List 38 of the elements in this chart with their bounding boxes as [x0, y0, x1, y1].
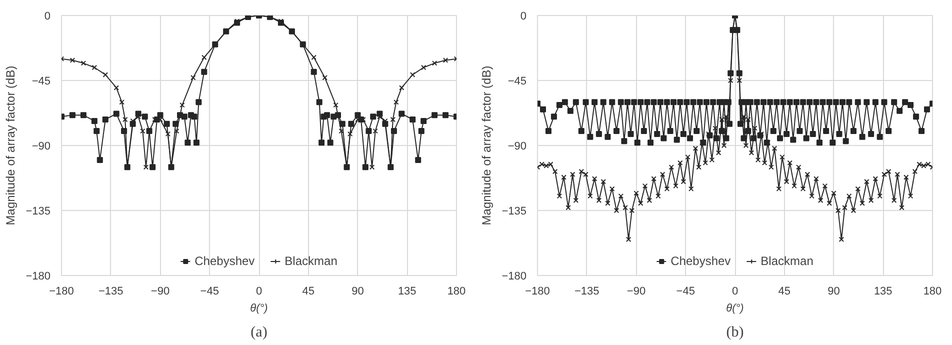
- x-tick-label: 135: [398, 286, 416, 298]
- x-tick-label: −180: [49, 286, 74, 298]
- y-tick-label: 0: [44, 10, 51, 22]
- y-tick-label: −180: [26, 270, 51, 282]
- x-tick-label: 0: [732, 286, 738, 298]
- x-tick-label: −135: [574, 286, 600, 298]
- x-tick-label: 135: [874, 286, 892, 298]
- x-tick-label: −45: [200, 286, 219, 298]
- y-tick-label: −45: [508, 76, 527, 88]
- y-tick-label: −135: [502, 206, 527, 218]
- x-tick-label: 90: [352, 286, 364, 298]
- legend-label: Blackman: [284, 254, 338, 268]
- y-tick-label: −90: [508, 140, 527, 152]
- x-tick-label: −45: [676, 286, 695, 298]
- x-tick-label: 180: [923, 286, 942, 298]
- x-tick-label: −90: [626, 286, 646, 298]
- x-tick-label: 45: [302, 286, 315, 298]
- legend-label: Chebyshev: [670, 254, 731, 268]
- x-axis-title: θ(°): [726, 302, 744, 314]
- y-axis-title: Magnitude of array factor (dB): [480, 66, 494, 226]
- x-tick-label: −90: [150, 286, 170, 298]
- text: (a): [250, 324, 268, 340]
- y-tick-label: −135: [26, 206, 51, 218]
- y-tick-label: −90: [32, 140, 51, 152]
- y-tick-label: −45: [32, 76, 51, 88]
- legend-label: Blackman: [760, 254, 814, 268]
- y-axis-title: Magnitude of array factor (dB): [4, 66, 18, 226]
- text: (b): [726, 324, 744, 340]
- y-tick-label: 0: [520, 10, 527, 22]
- y-tick-label: −180: [502, 270, 527, 282]
- x-tick-label: −180: [525, 286, 550, 298]
- x-tick-label: 0: [256, 286, 262, 298]
- legend-label: Chebyshev: [194, 254, 255, 268]
- x-tick-label: −135: [98, 286, 124, 298]
- x-tick-label: 90: [828, 286, 840, 298]
- x-tick-label: 45: [778, 286, 791, 298]
- x-axis-title: θ(°): [250, 302, 268, 314]
- x-tick-label: 180: [447, 286, 466, 298]
